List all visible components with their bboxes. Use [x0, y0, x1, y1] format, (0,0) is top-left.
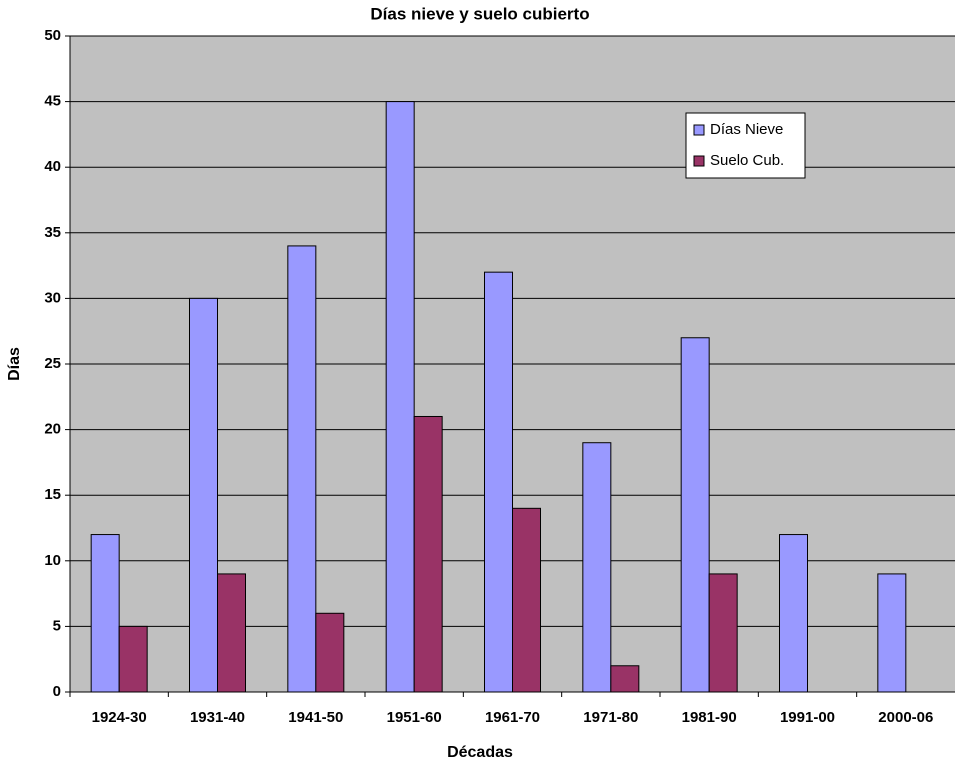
x-axis-label: Décadas [447, 744, 513, 761]
chart-title: Días nieve y suelo cubierto [370, 4, 589, 23]
y-axis-label: Días [6, 347, 23, 381]
bar [217, 573, 246, 693]
legend-label: Suelo Cub. [710, 152, 784, 169]
legend-box [685, 112, 806, 179]
x-tick-label: 1991-00 [780, 709, 835, 726]
bar [610, 665, 640, 693]
x-tick-label: 1961-70 [485, 709, 540, 726]
y-tick-label: 45 [44, 93, 61, 110]
y-tick-label: 30 [44, 289, 61, 306]
bar [90, 534, 120, 693]
y-tick-label: 15 [44, 486, 61, 503]
legend-swatch [693, 155, 705, 167]
x-tick-label: 1941-50 [288, 709, 343, 726]
y-tick-label: 20 [44, 421, 61, 438]
bar [484, 271, 513, 693]
y-tick-label: 35 [44, 224, 61, 241]
x-tick-label: 1951-60 [387, 709, 442, 726]
bar [582, 442, 612, 693]
y-tick-label: 40 [44, 158, 61, 175]
bar [385, 101, 415, 693]
x-tick-label: 1971-80 [583, 709, 638, 726]
bar [189, 297, 218, 693]
bar [779, 534, 808, 693]
bar [680, 337, 710, 693]
bar [708, 573, 738, 693]
x-tick-label: 1981-90 [682, 709, 737, 726]
y-tick-label: 50 [44, 27, 61, 44]
y-tick-label: 0 [53, 683, 61, 700]
bar [512, 507, 541, 693]
bar [287, 245, 317, 693]
y-tick-label: 25 [44, 355, 61, 372]
x-tick-label: 2000-06 [878, 709, 933, 726]
x-tick-label: 1931-40 [190, 709, 245, 726]
x-tick-label: 1924-30 [92, 709, 147, 726]
bar [315, 612, 345, 693]
bar [118, 625, 148, 693]
bar [877, 573, 907, 693]
y-tick-label: 10 [44, 552, 61, 569]
legend-label: Días Nieve [710, 121, 783, 138]
bar [413, 415, 443, 693]
y-tick-label: 5 [53, 617, 61, 634]
legend-swatch [693, 124, 705, 136]
